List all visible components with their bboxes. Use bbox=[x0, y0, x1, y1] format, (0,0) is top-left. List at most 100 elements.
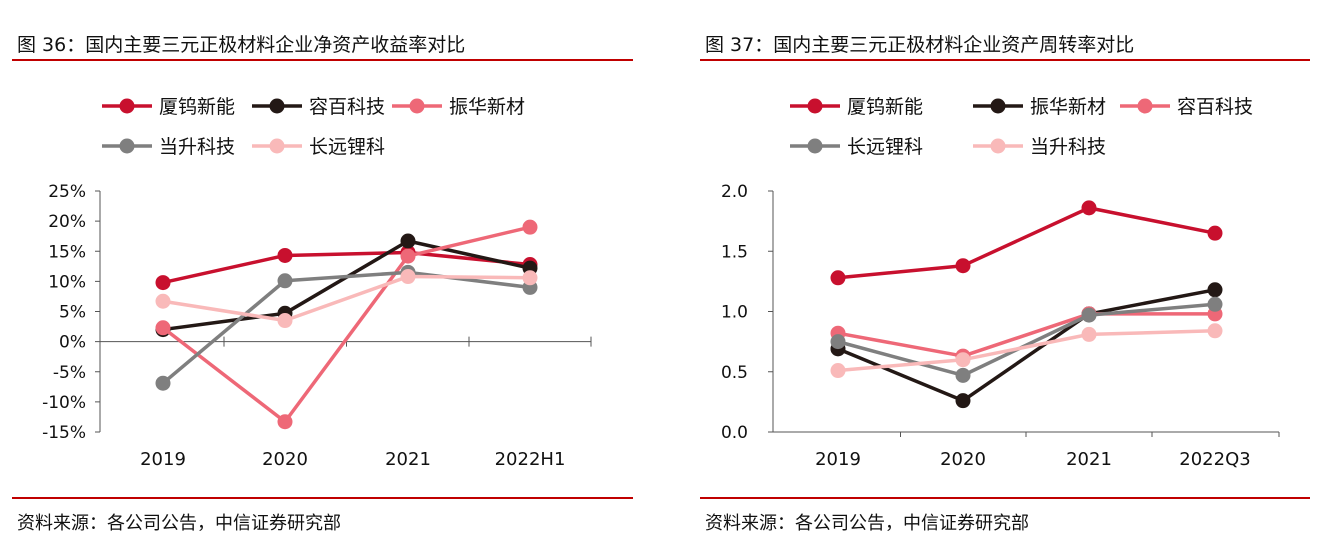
data-point bbox=[1207, 282, 1223, 298]
y-tick-label: 0.5 bbox=[721, 363, 748, 383]
legend-marker bbox=[119, 98, 135, 114]
legend-label: 容百科技 bbox=[1177, 96, 1253, 118]
legend-marker bbox=[409, 98, 425, 114]
data-point bbox=[155, 320, 171, 336]
data-point bbox=[1207, 296, 1223, 312]
series-line bbox=[161, 270, 531, 385]
legend-item: 长远锂科 bbox=[252, 136, 385, 158]
legend-label: 当升科技 bbox=[159, 136, 235, 158]
legend-marker bbox=[990, 138, 1006, 154]
y-tick-label: 1.5 bbox=[721, 242, 748, 262]
legend-label: 长远锂科 bbox=[309, 136, 385, 158]
x-tick-label: 2019 bbox=[815, 449, 861, 470]
data-point bbox=[1207, 323, 1223, 339]
y-tick-label: 15% bbox=[48, 242, 86, 262]
data-point bbox=[1207, 225, 1223, 241]
data-point bbox=[400, 248, 416, 264]
data-point bbox=[155, 275, 171, 291]
data-point bbox=[955, 258, 971, 274]
data-point bbox=[955, 352, 971, 368]
y-tick-label: 0% bbox=[59, 333, 86, 353]
data-point bbox=[955, 367, 971, 383]
source-rule bbox=[700, 497, 1310, 499]
x-tick-label: 2019 bbox=[140, 449, 186, 470]
series-line bbox=[837, 288, 1216, 403]
data-point bbox=[830, 334, 846, 350]
legend-marker bbox=[269, 138, 285, 154]
legend-label: 厦钨新能 bbox=[847, 96, 923, 118]
legend-item: 厦钨新能 bbox=[102, 96, 235, 118]
series-line bbox=[162, 274, 531, 323]
roe-line-chart: 25% 20% 15% 10% 5% 0% -5% -10% -15% 2019 2020 2021 2… bbox=[42, 96, 592, 470]
data-point bbox=[955, 393, 971, 409]
legend-label: 振华新材 bbox=[1030, 96, 1106, 118]
data-point bbox=[1081, 326, 1097, 342]
data-point bbox=[155, 375, 171, 391]
y-tick-label: 0.0 bbox=[721, 423, 748, 443]
data-point bbox=[277, 273, 293, 289]
y-tick-label: 10% bbox=[48, 272, 86, 292]
legend-item: 容百科技 bbox=[252, 96, 385, 118]
data-point bbox=[522, 270, 538, 286]
asset-turnover-line-chart: 2.0 1.5 1.0 0.5 0.0 2019 2020 2021 2022Q3 厦钨新能 振华新… bbox=[721, 96, 1280, 470]
series-line bbox=[161, 225, 531, 424]
data-point bbox=[1081, 307, 1097, 323]
legend-marker bbox=[269, 98, 285, 114]
data-point bbox=[277, 247, 293, 263]
figure-36-source: 资料来源：各公司公告，中信证券研究部 bbox=[17, 513, 341, 534]
data-point bbox=[277, 313, 293, 329]
data-point bbox=[1081, 200, 1097, 216]
series-line bbox=[837, 329, 1216, 373]
y-tick-label: -15% bbox=[42, 423, 86, 443]
data-point bbox=[522, 219, 538, 235]
legend-marker bbox=[1137, 98, 1153, 114]
legend-label: 振华新材 bbox=[449, 96, 525, 118]
data-point bbox=[155, 293, 171, 309]
data-point bbox=[277, 414, 293, 430]
x-tick-label: 2022Q3 bbox=[1179, 449, 1250, 470]
legend-marker bbox=[807, 138, 823, 154]
legend-marker bbox=[119, 138, 135, 154]
title-rule bbox=[700, 59, 1310, 61]
figure-36-title: 图 36：国内主要三元正极材料企业净资产收益率对比 bbox=[17, 34, 466, 56]
x-tick-label: 2021 bbox=[385, 449, 431, 470]
x-tick-label: 2021 bbox=[1066, 449, 1112, 470]
figure-37-source: 资料来源：各公司公告，中信证券研究部 bbox=[705, 513, 1029, 534]
legend-marker bbox=[990, 98, 1006, 114]
x-tick-label: 2020 bbox=[940, 449, 986, 470]
legend-label: 当升科技 bbox=[1030, 136, 1106, 158]
legend-item: 容百科技 bbox=[1120, 96, 1253, 118]
data-point bbox=[830, 270, 846, 286]
y-tick-label: 5% bbox=[59, 303, 86, 323]
data-point bbox=[830, 363, 846, 379]
source-rule bbox=[12, 497, 633, 499]
x-tick-label: 2022H1 bbox=[495, 449, 566, 470]
legend-marker bbox=[807, 98, 823, 114]
legend-item: 振华新材 bbox=[973, 96, 1106, 118]
series-line bbox=[837, 206, 1216, 280]
data-point bbox=[400, 233, 416, 249]
y-tick-label: 25% bbox=[48, 182, 86, 202]
legend-label: 厦钨新能 bbox=[159, 96, 235, 118]
legend-label: 长远锂科 bbox=[847, 136, 923, 158]
y-tick-label: -5% bbox=[53, 363, 86, 383]
series-line bbox=[837, 302, 1216, 378]
y-tick-label: 20% bbox=[48, 212, 86, 232]
title-rule bbox=[12, 59, 633, 61]
legend-item: 振华新材 bbox=[392, 96, 525, 118]
legend-item: 长远锂科 bbox=[790, 136, 923, 158]
series-line bbox=[837, 312, 1215, 358]
y-tick-label: 2.0 bbox=[721, 182, 748, 202]
figure-36-panel: 图 36：国内主要三元正极材料企业净资产收益率对比 25% 20% 15% 10% 5%… bbox=[0, 0, 650, 539]
legend-item: 当升科技 bbox=[102, 136, 235, 158]
series-line bbox=[162, 250, 531, 285]
legend-item: 当升科技 bbox=[973, 136, 1106, 158]
legend-item: 厦钨新能 bbox=[790, 96, 923, 118]
data-point bbox=[400, 269, 416, 285]
y-tick-label: 1.0 bbox=[721, 303, 748, 323]
x-tick-label: 2020 bbox=[262, 449, 308, 470]
figure-37-panel: 图 37：国内主要三元正极材料企业资产周转率对比 2.0 1.5 1.0 0.5 0.0… bbox=[688, 0, 1335, 539]
figure-37-title: 图 37：国内主要三元正极材料企业资产周转率对比 bbox=[705, 34, 1135, 56]
legend-label: 容百科技 bbox=[309, 96, 385, 118]
y-tick-label: -10% bbox=[42, 393, 86, 413]
